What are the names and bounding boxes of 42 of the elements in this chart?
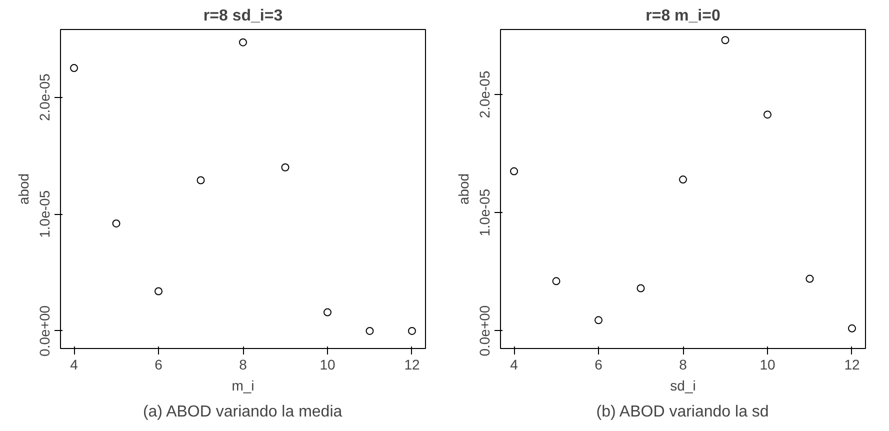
point <box>281 163 290 172</box>
x-axis-title: m_i <box>232 378 254 394</box>
chart-title: r=8 sd_i=3 <box>203 8 283 24</box>
point <box>366 326 374 335</box>
x-tick-label: 8 <box>239 356 248 372</box>
point <box>679 176 687 184</box>
point <box>721 36 730 44</box>
point <box>552 277 560 286</box>
point <box>112 219 120 228</box>
x-tick-label: 10 <box>760 356 776 372</box>
point <box>196 176 205 184</box>
point <box>154 287 163 296</box>
point <box>510 167 518 176</box>
x-tick-label: 12 <box>844 356 860 372</box>
point <box>323 308 332 316</box>
y-tick-label: 1.0e-05 <box>36 190 52 238</box>
text: (b) ABOD variando la sd <box>596 404 769 420</box>
x-tick-label: 6 <box>594 356 603 372</box>
y-tick-label: 0.0e+00 <box>476 305 492 356</box>
y-tick-label: 1.0e-05 <box>476 188 492 236</box>
x-tick-label: 4 <box>70 356 78 372</box>
y-axis-title: abod <box>456 173 472 205</box>
point <box>848 324 856 332</box>
point <box>408 326 416 335</box>
text: (a) ABOD variando la media <box>142 404 342 420</box>
point <box>239 38 247 46</box>
y-axis-title: abod <box>16 173 32 205</box>
x-tick-label: 12 <box>404 356 420 372</box>
point <box>70 64 78 72</box>
point <box>636 284 645 292</box>
x-tick-label: 4 <box>510 356 518 372</box>
y-tick-label: 2.0e-05 <box>36 73 52 122</box>
y-tick-label: 0.0e+00 <box>36 305 52 356</box>
y-tick-label: 2.0e-05 <box>476 70 492 118</box>
x-tick-label: 6 <box>154 356 163 372</box>
x-tick-label: 10 <box>320 356 336 372</box>
point <box>763 110 772 119</box>
point <box>594 316 603 324</box>
point <box>806 274 814 283</box>
chart-title: r=8 m_i=0 <box>646 8 720 24</box>
x-axis-title: sd_i <box>670 378 696 394</box>
x-tick-label: 8 <box>679 356 688 372</box>
